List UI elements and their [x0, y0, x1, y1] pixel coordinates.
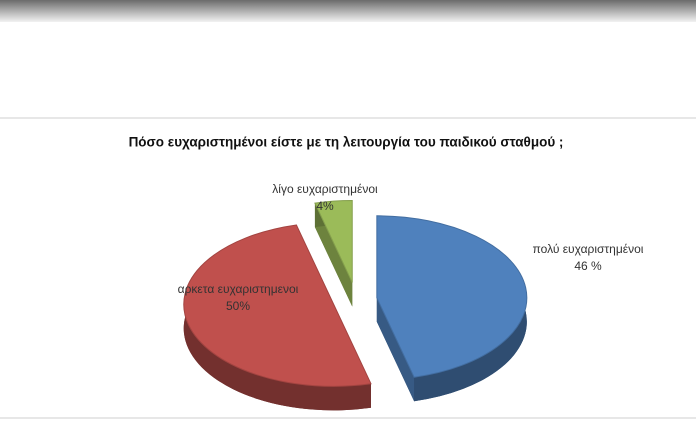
- slice-label: πολύ ευχαριστημένοι: [533, 242, 644, 256]
- slice: [376, 215, 528, 378]
- slice-side: [314, 203, 353, 307]
- slice-label: λίγο ευχαριστημένοι: [272, 182, 378, 196]
- value-label: 50%: [226, 299, 250, 313]
- slice: [183, 224, 372, 387]
- value-label: 4%: [316, 199, 334, 213]
- slice: [314, 200, 353, 283]
- slice-label: αρκετα ευχαριστημενοι: [178, 282, 299, 296]
- window-bar: [0, 0, 696, 22]
- value-label: 46 %: [574, 259, 602, 273]
- slice-side: [376, 297, 415, 402]
- chart-title: Πόσο ευχαριστημένοι είστε με τη λειτουργ…: [129, 135, 564, 150]
